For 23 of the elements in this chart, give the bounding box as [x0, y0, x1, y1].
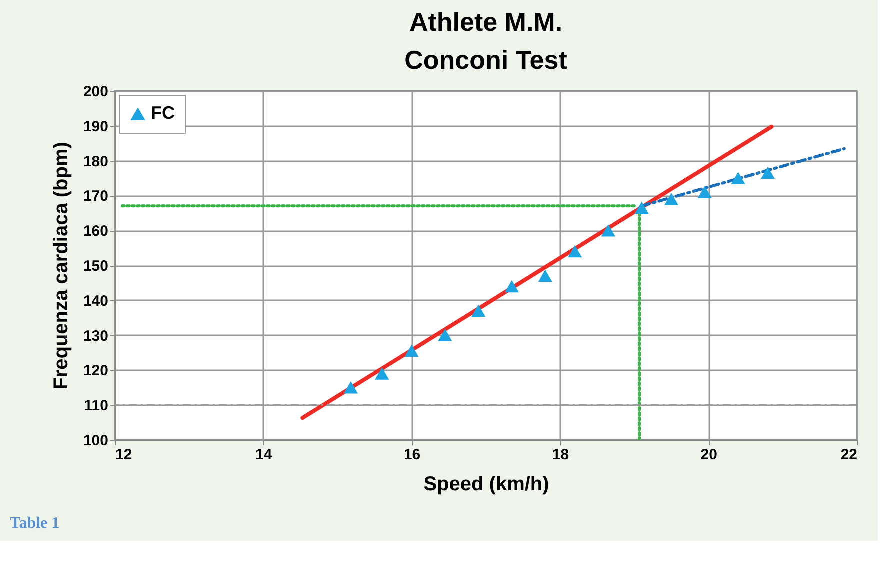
y-tick-label: 110	[84, 398, 108, 415]
x-tick-label: 12	[116, 446, 132, 464]
text: Conconi Test	[404, 45, 568, 75]
y-tick-label: 100	[83, 432, 108, 450]
x-tick-label: 16	[404, 446, 421, 464]
y-tick-label: 120	[83, 362, 108, 380]
x-axis-title: Speed (km/h)	[424, 474, 550, 496]
y-tick-label: 200	[83, 84, 108, 100]
y-tick-label: 150	[83, 258, 108, 275]
text: Athlete M.M.	[409, 7, 563, 37]
x-tick-label: 18	[552, 446, 570, 464]
y-tick-label: 170	[83, 188, 108, 206]
y-axis-title: Frequenza cardiaca (bpm)	[50, 142, 72, 390]
y-tick-label: 130	[83, 328, 108, 345]
x-tick-label: 22	[840, 446, 858, 464]
x-tick-label: 20	[700, 446, 718, 464]
y-tick-label: 180	[83, 153, 108, 170]
y-tick-label: 190	[83, 118, 108, 136]
y-tick-label: 140	[83, 292, 108, 310]
x-tick-label: 14	[256, 446, 273, 464]
legend-label: FC	[151, 103, 175, 123]
y-tick-label: 160	[83, 223, 108, 240]
caption: Table 1	[10, 515, 60, 532]
